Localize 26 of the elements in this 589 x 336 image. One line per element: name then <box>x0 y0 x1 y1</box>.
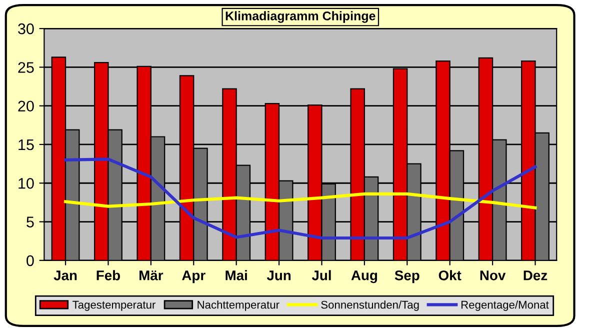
chart-title: Klimadiagramm Chipinge <box>226 11 376 23</box>
x-tick-label: Aug <box>351 270 378 284</box>
x-tick-label: Jan <box>54 270 77 280</box>
legend-label: Sonnenstunden/Tag <box>321 300 419 311</box>
y-tick-label: 30 <box>18 23 34 34</box>
line-series <box>64 192 537 210</box>
y-tick-label: 10 <box>18 178 34 189</box>
x-tick-label: Feb <box>96 270 120 280</box>
line-series <box>64 158 537 240</box>
x-tick-label: Nov <box>480 270 506 280</box>
y-tick-label: 20 <box>18 100 34 112</box>
x-tick-label: Mai <box>226 270 247 280</box>
y-tick-label: 25 <box>18 62 34 73</box>
x-tick-label: Jul <box>312 270 331 280</box>
x-tick-label: Dez <box>524 270 548 280</box>
x-tick-label: Okt <box>438 270 462 280</box>
y-tick-label: 15 <box>18 140 34 150</box>
x-tick-label: Apr <box>182 270 206 284</box>
y-tick-label: 5 <box>26 216 34 228</box>
x-tick-label: Sep <box>394 270 420 284</box>
legend-label: Tagestemperatur <box>72 300 156 311</box>
x-tick-label: Mär <box>140 270 164 280</box>
y-tick-label: 0 <box>26 255 34 266</box>
legend-label: Regentage/Monat <box>462 300 549 311</box>
legend-label: Nachttemperatur <box>198 300 280 311</box>
x-tick-label: Jun <box>266 270 291 280</box>
